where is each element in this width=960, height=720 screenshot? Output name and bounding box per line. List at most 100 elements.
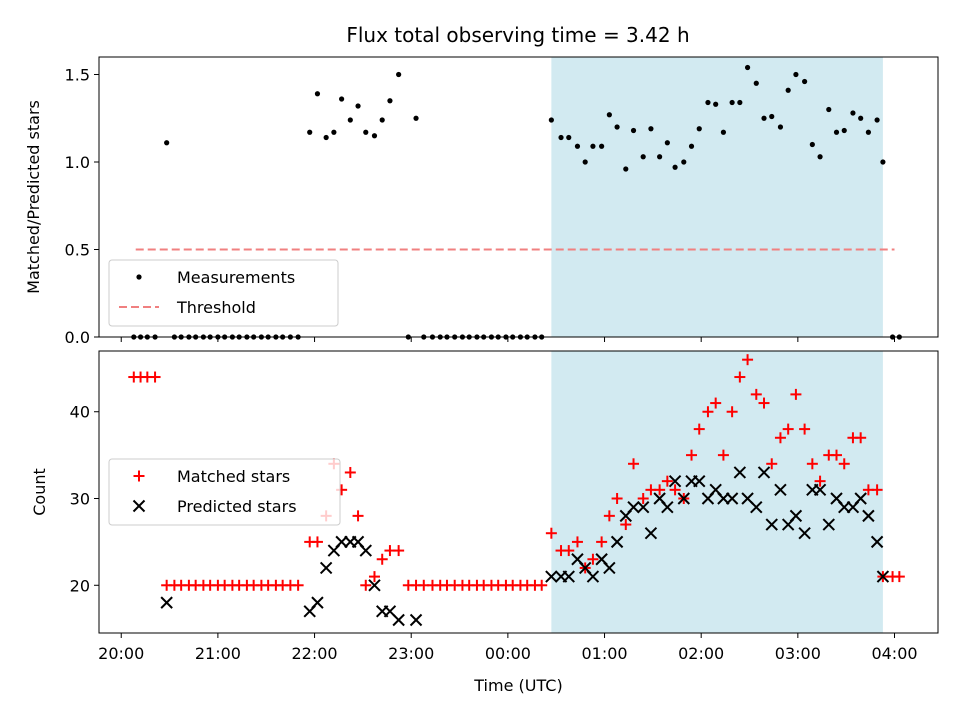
x-tick-label: 22:00	[291, 644, 337, 663]
measurement-point	[850, 110, 856, 116]
bottom-x-ticks: 20:00 21:00 22:00 23:00 00:00 01:00 02:00 03:00…	[98, 633, 918, 663]
cross-bar	[545, 570, 558, 583]
cross-bar	[677, 492, 690, 505]
y-tick-label: 0.0	[65, 328, 90, 347]
count-panel: 20 30 40 20:00 21:00 22:00 23:00 00:00 01:00 02:…	[30, 350, 939, 695]
predicted-star-point	[774, 483, 787, 497]
measurement-point	[744, 64, 751, 71]
measurement-point	[705, 99, 711, 106]
measurement-point	[858, 115, 864, 121]
cross-bar	[668, 474, 682, 488]
cross-bar	[876, 570, 890, 583]
measurement-point	[688, 143, 695, 149]
matched-star-point	[799, 423, 811, 435]
measurement-point	[371, 133, 378, 139]
cross-bar	[757, 466, 771, 479]
cross-bar	[693, 474, 706, 488]
measurement-point	[623, 166, 629, 172]
ratio-panel: 0.0 0.5 1.0 1.5 Matched/Predicted stars Mea…	[24, 56, 939, 347]
cross-bar	[132, 499, 146, 513]
predicted-star-point	[822, 518, 835, 531]
measurement-point	[785, 87, 791, 93]
top-y-ticks: 0.0 0.5 1.0 1.5	[65, 66, 99, 347]
predicted-star-point	[359, 544, 372, 557]
measurement-point	[672, 164, 678, 170]
matched-star-point	[292, 579, 304, 591]
measurement-point	[339, 96, 345, 102]
matched-star-point	[871, 484, 883, 496]
matched-star-point	[838, 458, 850, 470]
matched-star-point	[587, 553, 599, 565]
cross-bar	[571, 553, 584, 566]
threshold-legend-label: Threshold	[176, 298, 256, 317]
matched-star-point	[782, 423, 794, 435]
predicted-star-point	[757, 466, 771, 479]
measurement-point	[777, 124, 784, 130]
measurement-point	[880, 159, 886, 165]
cross-bar	[741, 492, 754, 505]
cross-bar	[160, 596, 173, 609]
predicted-star-point	[644, 527, 658, 540]
matched-star-point	[603, 510, 615, 522]
cross-bar	[870, 535, 884, 549]
matched-star-point	[750, 388, 762, 400]
measurements-legend-label: Measurements	[177, 268, 295, 287]
cross-bar	[627, 500, 640, 514]
count-points	[128, 354, 905, 627]
measurement-point	[548, 117, 554, 123]
measurement-point	[753, 80, 759, 86]
measurement-point	[817, 154, 823, 160]
cross-bar	[636, 500, 650, 514]
x-axis-label: Time (UTC)	[473, 676, 562, 695]
y-tick-label: 30	[70, 490, 90, 509]
cross-bar	[854, 492, 867, 505]
measurement-point	[630, 127, 637, 134]
measurement-point	[865, 129, 872, 135]
measurement-point	[640, 154, 646, 160]
matched-star-point	[344, 466, 356, 478]
matched-star-point	[637, 493, 649, 505]
cross-bar	[789, 509, 803, 523]
matched-star-point	[893, 571, 905, 583]
cross-bar	[644, 527, 658, 540]
cross-bar	[862, 509, 875, 523]
cross-bar	[798, 527, 811, 540]
bottom-legend: Matched stars Predicted stars	[108, 458, 341, 526]
matched-star-point	[814, 475, 826, 487]
measurements-legend-marker	[136, 274, 142, 280]
matched-star-point	[717, 449, 729, 461]
x-tick-label: 01:00	[581, 644, 627, 663]
measurement-point	[720, 129, 727, 135]
measurement-point	[566, 134, 572, 141]
chart-title: Flux total observing time = 3.42 h	[346, 23, 689, 47]
matched-star-point	[758, 397, 770, 409]
cross-bar	[392, 613, 405, 627]
matched-stars-legend-marker	[133, 470, 145, 482]
predicted-star-point	[668, 474, 682, 488]
predicted-star-point	[693, 474, 706, 488]
measurement-point	[413, 115, 419, 121]
measurement-point	[164, 140, 170, 146]
measurement-point	[681, 159, 687, 165]
measurement-point	[696, 126, 702, 132]
cross-bar	[383, 605, 397, 618]
matched-star-point	[831, 449, 843, 461]
cross-bar	[709, 483, 722, 497]
predicted-star-point	[862, 509, 875, 523]
matched-star-point	[571, 536, 583, 548]
matched-star-point	[376, 553, 388, 565]
matched-star-point	[620, 519, 632, 531]
measurement-point	[331, 129, 337, 135]
matched-star-point	[311, 536, 323, 548]
top-legend-box	[108, 259, 339, 327]
predicted-star-point	[603, 561, 616, 575]
matched-star-point	[393, 545, 405, 557]
cross-bar	[311, 596, 324, 609]
measurement-point	[614, 124, 620, 130]
matched-star-point	[790, 388, 802, 400]
matched-star-point	[149, 371, 161, 383]
predicted-star-point	[586, 570, 600, 583]
matched-star-point	[563, 545, 575, 557]
cross-glyph	[132, 499, 146, 513]
predicted-star-point	[798, 527, 811, 540]
